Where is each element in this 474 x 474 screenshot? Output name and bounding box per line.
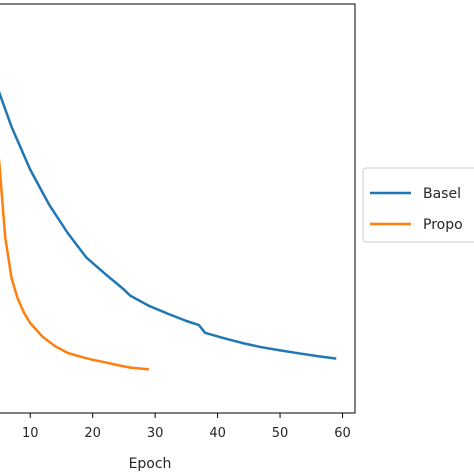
- series-line-1: [0, 91, 337, 360]
- legend-label-series-1: Basel: [423, 186, 461, 202]
- legend-label-series-2: Propo: [423, 217, 463, 233]
- x-tick-label: 50: [272, 426, 289, 441]
- legend: Basel Propo: [362, 167, 474, 243]
- x-tick-label: 20: [84, 426, 101, 441]
- x-tick-label: 30: [147, 426, 164, 441]
- plot-area: [0, 91, 337, 371]
- plot-frame: [0, 3, 356, 414]
- x-tick-label: 10: [22, 426, 39, 441]
- x-axis-ticks: 10 20 30 40 50 60: [22, 413, 351, 441]
- series-line-2: [0, 159, 149, 371]
- x-tick-label: 60: [334, 426, 351, 441]
- x-axis-label: Epoch: [129, 456, 172, 472]
- x-tick-label: 40: [209, 426, 226, 441]
